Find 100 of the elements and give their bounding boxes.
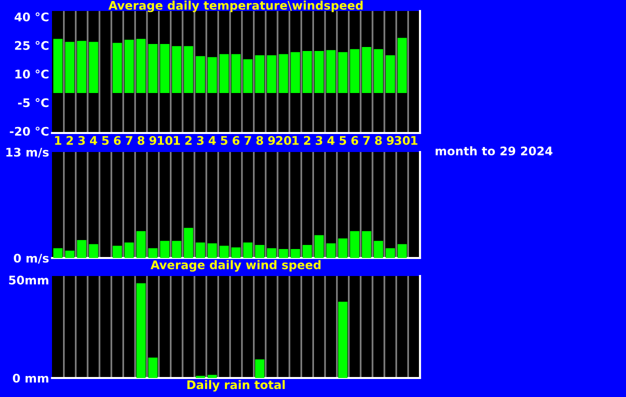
bar	[314, 235, 324, 258]
x-tick-label: 4	[327, 136, 335, 145]
x-tick-label: 7	[126, 136, 132, 145]
bar	[112, 42, 122, 93]
bar	[65, 250, 74, 258]
bar	[338, 52, 348, 93]
bar	[302, 51, 312, 93]
text: Daily rain total	[187, 380, 285, 392]
x-tick-label: 5	[220, 136, 228, 145]
x-tick-label: 5	[340, 136, 346, 145]
x-tick-label: 5	[102, 136, 109, 145]
bar	[266, 55, 276, 93]
x-tick-label: 8	[375, 136, 382, 145]
bar	[290, 52, 300, 93]
bar	[255, 244, 264, 258]
bar	[184, 228, 194, 258]
bar	[208, 57, 217, 93]
x-tick-label: 3	[197, 136, 204, 145]
bar	[398, 38, 407, 93]
bar	[338, 238, 348, 258]
y-tick-label: 40 °C	[14, 12, 48, 22]
bar	[124, 242, 134, 258]
x-tick-label: 7	[363, 136, 370, 145]
x-tick-label: 6	[232, 136, 240, 145]
x-tick-label: 1	[55, 136, 62, 145]
bar	[374, 49, 384, 93]
bar	[88, 42, 98, 93]
bar	[172, 46, 182, 93]
x-tick-label: 20	[276, 136, 292, 145]
bar	[148, 44, 158, 93]
y-tick-label: 0 mm	[12, 374, 48, 383]
bar	[255, 55, 264, 93]
bar	[338, 302, 348, 378]
x-tick-label: 7	[244, 136, 252, 145]
chart-title: Average daily temperature\windspeed	[108, 0, 363, 12]
y-tick-label: -5 °C	[18, 98, 48, 108]
bar	[136, 283, 146, 378]
bar	[386, 248, 395, 258]
bar	[77, 240, 86, 258]
x-tick-label: 4	[90, 136, 98, 145]
bar	[290, 249, 300, 258]
bar	[350, 49, 360, 93]
bar	[196, 56, 206, 93]
x-tick-label: 30	[394, 136, 410, 145]
bar	[278, 54, 288, 93]
x-tick-label: 9	[268, 136, 275, 145]
bar	[53, 38, 63, 93]
bar	[208, 374, 217, 378]
y-tick-label: -20 °C	[10, 126, 48, 136]
x-tick-label: 3	[316, 136, 322, 145]
bar	[220, 54, 229, 93]
x-tick-label: 6	[351, 136, 358, 145]
bar	[88, 244, 98, 258]
bar	[302, 244, 312, 258]
bar	[326, 50, 336, 93]
bar	[136, 38, 146, 93]
bar	[77, 40, 86, 93]
x-tick-label: 1	[411, 136, 418, 145]
bar	[386, 55, 395, 93]
bar	[53, 248, 63, 258]
bar	[231, 247, 241, 258]
bar	[314, 51, 324, 93]
y-tick-label: 50mm	[9, 276, 48, 285]
bar	[362, 231, 372, 258]
x-tick-label: 8	[138, 136, 144, 145]
bar	[124, 40, 134, 93]
y-tick-label: 13 m/s	[6, 148, 49, 158]
bar	[255, 359, 264, 378]
bar	[374, 240, 384, 258]
y-tick-label: 25 °C	[15, 40, 48, 50]
bar	[160, 44, 170, 93]
bar	[362, 47, 372, 93]
text: Average daily wind speed	[150, 260, 320, 272]
bar	[208, 243, 217, 258]
bar	[196, 242, 206, 258]
x-tick-label: 4	[208, 136, 216, 145]
bar	[184, 46, 194, 93]
bar	[398, 244, 407, 258]
x-tick-label: 9	[386, 136, 394, 145]
x-tick-label: 2	[66, 136, 73, 145]
x-tick-label: 1	[292, 136, 299, 145]
bar	[326, 243, 336, 258]
x-tick-label: 8	[256, 136, 264, 145]
bar	[278, 249, 288, 258]
x-tick-label: 9	[149, 136, 156, 145]
text: month to 29 2024	[436, 146, 552, 156]
x-tick-label: 1	[174, 136, 180, 145]
bar	[65, 42, 74, 93]
x-tick-label: 6	[114, 136, 121, 145]
bar	[148, 358, 158, 378]
bar	[350, 231, 360, 258]
bar	[160, 240, 170, 258]
x-tick-label: 2	[185, 136, 192, 145]
bar	[231, 54, 241, 93]
bar	[266, 248, 276, 258]
bar	[172, 240, 182, 258]
bar	[243, 59, 252, 93]
bar	[220, 246, 229, 258]
bar	[148, 248, 158, 258]
bar	[136, 231, 146, 258]
